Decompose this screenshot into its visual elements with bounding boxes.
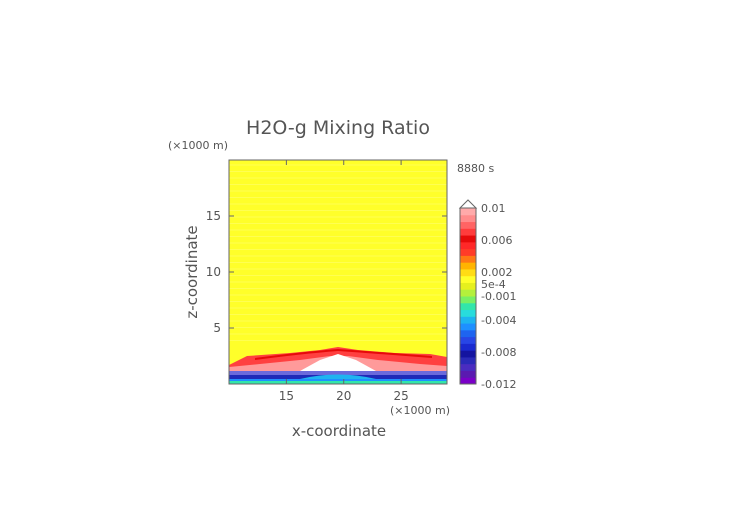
colorbar-swatch <box>460 302 476 311</box>
colorbar-swatch <box>460 248 476 256</box>
colorbar-swatch <box>460 343 476 351</box>
colorbar-label: -0.008 <box>481 346 516 359</box>
colorbar-swatch <box>460 289 476 297</box>
colorbar-swatch <box>460 221 476 229</box>
red-fork <box>255 349 432 360</box>
y-tick-label: 5 <box>213 321 221 335</box>
colorbar-swatch <box>460 275 476 283</box>
colorbar-swatch <box>460 208 476 216</box>
light-blue-patch <box>300 374 376 379</box>
colorbar-extend-arrow <box>458 199 478 209</box>
colorbar-swatch <box>460 350 476 358</box>
colorbar-swatch <box>460 241 476 250</box>
colorbar <box>458 199 478 385</box>
x-tick-label: 20 <box>336 389 351 403</box>
colorbar-label: 5e-4 <box>481 278 506 291</box>
y-tick-label: 15 <box>206 209 221 223</box>
colorbar-swatch <box>460 255 476 263</box>
x-tick-label: 15 <box>279 389 294 403</box>
colorbar-swatch <box>460 235 476 243</box>
colorbar-swatch <box>460 329 476 338</box>
field-streaks <box>229 164 447 341</box>
blue-band <box>229 379 447 381</box>
time-label: 8880 s <box>457 162 494 175</box>
y-unit-label: (×1000 m) <box>168 139 228 152</box>
y-tick-label: 10 <box>206 265 221 279</box>
colorbar-swatch <box>460 323 476 331</box>
colorbar-frame <box>459 207 477 385</box>
axis-ticks: 15 20 25 5 10 15 <box>206 160 447 403</box>
colorbar-label: 0.01 <box>481 202 506 215</box>
colorbar-swatch <box>460 228 476 236</box>
colorbar-swatch <box>460 336 476 344</box>
x-unit-label: (×1000 m) <box>390 404 450 417</box>
y-axis-label: z-coordinate <box>183 225 201 318</box>
colorbar-swatch <box>460 356 476 365</box>
colorbar-swatch <box>460 282 476 290</box>
colorbar-label: 0.006 <box>481 234 513 247</box>
colorbar-swatch <box>460 214 476 223</box>
green-band <box>229 381 447 384</box>
colorbar-swatch <box>460 370 476 378</box>
colorbar-label: -0.001 <box>481 290 516 303</box>
colorbar-label: 0.002 <box>481 266 513 279</box>
colorbar-swatch <box>460 268 476 277</box>
plot-area: 15 20 25 5 10 15 <box>206 159 448 403</box>
violet-band <box>229 371 447 375</box>
colorbar-swatch <box>460 363 476 371</box>
colorbar-swatch <box>460 262 476 270</box>
colorbar-label: -0.012 <box>481 378 516 391</box>
colorbar-swatch <box>460 377 476 385</box>
colorbar-label: -0.004 <box>481 314 516 327</box>
chart-title: H2O-g Mixing Ratio <box>246 117 430 139</box>
colorbar-swatch <box>460 316 476 324</box>
colorbar-swatch <box>460 309 476 317</box>
white-core <box>300 354 376 371</box>
x-tick-label: 25 <box>393 389 408 403</box>
x-axis-label: x-coordinate <box>292 422 386 440</box>
colorbar-swatch <box>460 296 476 304</box>
